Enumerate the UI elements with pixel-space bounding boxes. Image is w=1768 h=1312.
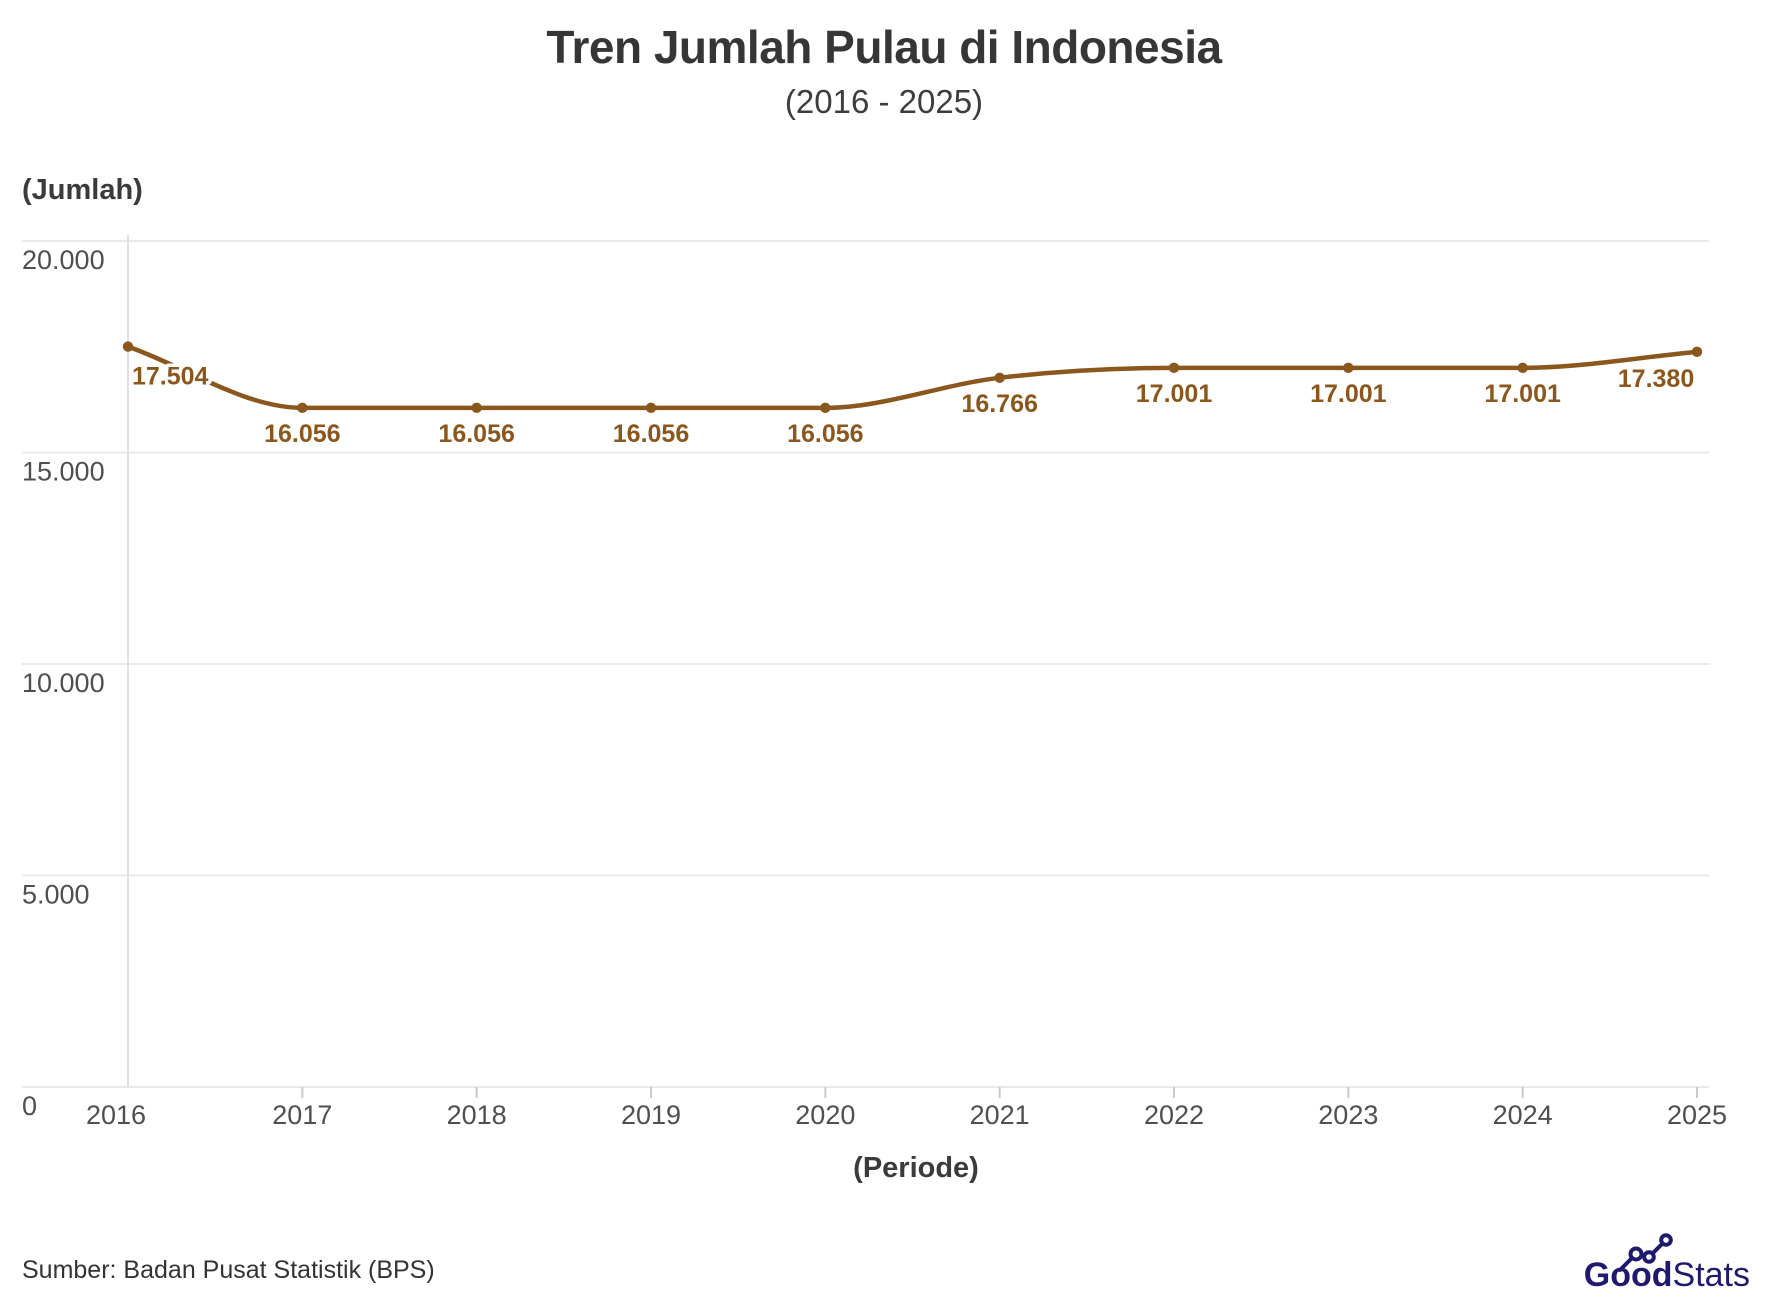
data-line [125, 344, 1700, 411]
data-point [1691, 346, 1703, 358]
logo-text-stats: Stats [1672, 1256, 1750, 1294]
x-tick-label: 2021 [970, 1100, 1030, 1130]
x-tick-label: 2023 [1318, 1100, 1378, 1130]
data-point [994, 372, 1005, 383]
goodstats-logo: GoodStats [1584, 1233, 1750, 1300]
y-tick-label: 10.000 [22, 668, 105, 698]
data-point-label: 16.056 [613, 420, 689, 448]
data-point-label: 17.001 [1484, 380, 1561, 408]
data-point-label: 17.504 [132, 363, 209, 391]
source-text: Sumber: Badan Pusat Statistik (BPS) [22, 1256, 435, 1284]
y-tick-label: 5.000 [22, 880, 90, 910]
x-tick-label: 2022 [1144, 1100, 1204, 1130]
y-axis-title: (Jumlah) [22, 174, 143, 206]
x-tick-label: 2024 [1493, 1100, 1553, 1130]
x-tick-label: 2016 [86, 1100, 146, 1130]
data-point-label: 16.056 [264, 420, 340, 448]
data-point [1168, 362, 1180, 374]
trend-line-icon [1617, 1233, 1673, 1272]
y-tick-label: 0 [22, 1091, 37, 1121]
data-point [1517, 362, 1528, 374]
chart-title: Tren Jumlah Pulau di Indonesia [546, 21, 1222, 73]
data-point [297, 402, 308, 414]
x-tick-label: 2018 [447, 1100, 507, 1130]
data-point [1343, 362, 1354, 374]
data-point-label: 17.001 [1310, 380, 1387, 408]
x-tick-label: 2020 [795, 1100, 855, 1130]
data-point-label: 17.380 [1618, 365, 1694, 393]
y-tick-label: 20.000 [22, 245, 105, 275]
data-point-label: 17.001 [1136, 380, 1213, 408]
data-point-label: 16.056 [438, 420, 514, 448]
data-point [820, 402, 831, 414]
x-tick-label: 2019 [621, 1100, 681, 1130]
x-tick-label: 2025 [1667, 1100, 1727, 1130]
data-point-label: 16.766 [961, 390, 1037, 418]
x-axis-title: (Periode) [853, 1152, 979, 1184]
x-tick-label: 2017 [272, 1100, 332, 1130]
data-point [645, 402, 657, 414]
y-tick-label: 15.000 [22, 457, 105, 487]
data-point [122, 341, 134, 352]
data-point-label: 16.056 [787, 420, 863, 448]
data-point [471, 402, 482, 414]
chart-subtitle: (2016 - 2025) [784, 83, 984, 120]
